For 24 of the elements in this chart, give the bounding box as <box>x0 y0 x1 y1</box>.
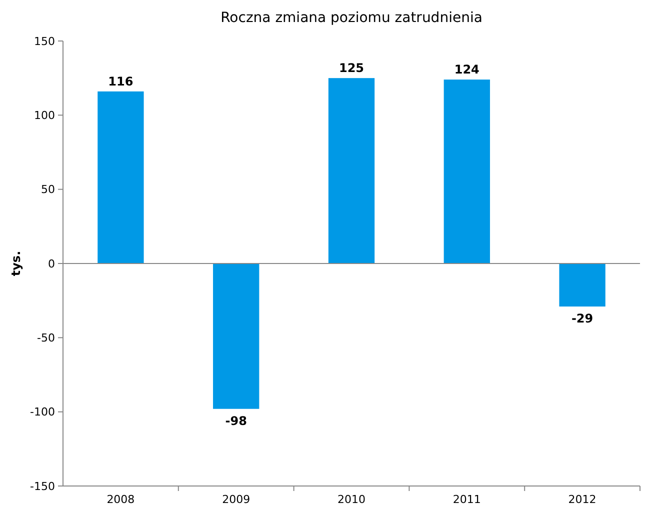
data-label: 116 <box>108 74 134 88</box>
chart-title: Roczna zmiana poziomu zatrudnienia <box>220 10 482 26</box>
y-tick-label: -100 <box>30 406 55 419</box>
y-tick-label: -50 <box>37 332 55 345</box>
data-label: 124 <box>454 62 480 77</box>
y-tick-label: 50 <box>41 183 55 196</box>
y-tick-label: 100 <box>34 109 55 122</box>
data-label: -98 <box>225 414 247 428</box>
x-tick-label: 2010 <box>338 493 366 506</box>
bar <box>328 78 375 264</box>
y-tick-label: 0 <box>48 257 55 270</box>
bar <box>444 80 490 264</box>
x-tick-label: 2008 <box>106 493 135 506</box>
x-tick-label: 2012 <box>568 493 596 506</box>
x-tick-label: 2011 <box>452 493 481 506</box>
y-tick-label: -150 <box>30 480 55 493</box>
bar <box>213 264 260 409</box>
bar <box>559 264 606 307</box>
y-axis-title: tys. <box>9 250 23 276</box>
data-label: -29 <box>571 312 594 326</box>
bar <box>98 91 144 264</box>
data-label: 125 <box>338 61 364 76</box>
y-tick-label: 150 <box>34 34 55 48</box>
x-tick-label: 2009 <box>222 493 250 506</box>
